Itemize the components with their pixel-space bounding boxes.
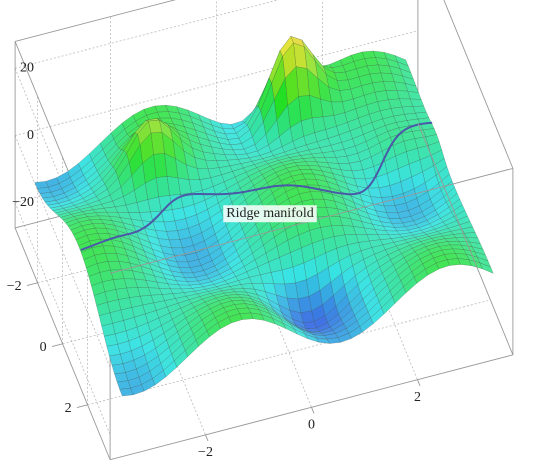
annotation: Ridge manifold — [226, 206, 314, 221]
surface-patch — [184, 339, 199, 358]
surface-patch — [116, 380, 131, 390]
box-edge — [14, 0, 177, 42]
z-tick-label: 20 — [20, 61, 34, 76]
tick-mark — [311, 407, 315, 414]
z-tick-label: 0 — [27, 128, 34, 143]
surface-patch — [271, 317, 287, 330]
surface-patch — [114, 372, 129, 383]
x-tick-label: 2 — [414, 390, 421, 405]
surface-patch — [111, 363, 126, 375]
grid-line — [14, 135, 111, 368]
grid-line — [14, 202, 111, 435]
surface-patch — [106, 343, 121, 357]
surface-patch — [109, 353, 124, 366]
grid-line — [14, 0, 280, 69]
ridge-curve — [80, 121, 433, 251]
grid-line — [14, 30, 419, 136]
surface-patch — [119, 387, 134, 397]
y-tick-label: −2 — [7, 279, 22, 294]
tick-mark — [76, 404, 88, 409]
x-tick-label: 0 — [308, 418, 315, 433]
surface-patch — [359, 317, 374, 333]
box-edge — [417, 122, 514, 356]
tick-mark — [51, 343, 63, 348]
z-tick-label: −20 — [12, 195, 34, 210]
y-tick-label: 2 — [65, 401, 72, 416]
y-tick-label: 0 — [40, 340, 47, 355]
annotation-box — [223, 205, 317, 223]
surface-patch — [130, 384, 145, 396]
tick-mark — [26, 282, 38, 287]
surface-patch — [457, 258, 472, 267]
grid-line — [87, 299, 491, 406]
x-tick-label: −2 — [198, 445, 213, 460]
box-edge — [443, 0, 514, 169]
tick-mark — [417, 379, 421, 386]
tick-mark — [205, 434, 209, 442]
surface-patch — [424, 262, 440, 276]
surface-patch — [315, 337, 331, 344]
